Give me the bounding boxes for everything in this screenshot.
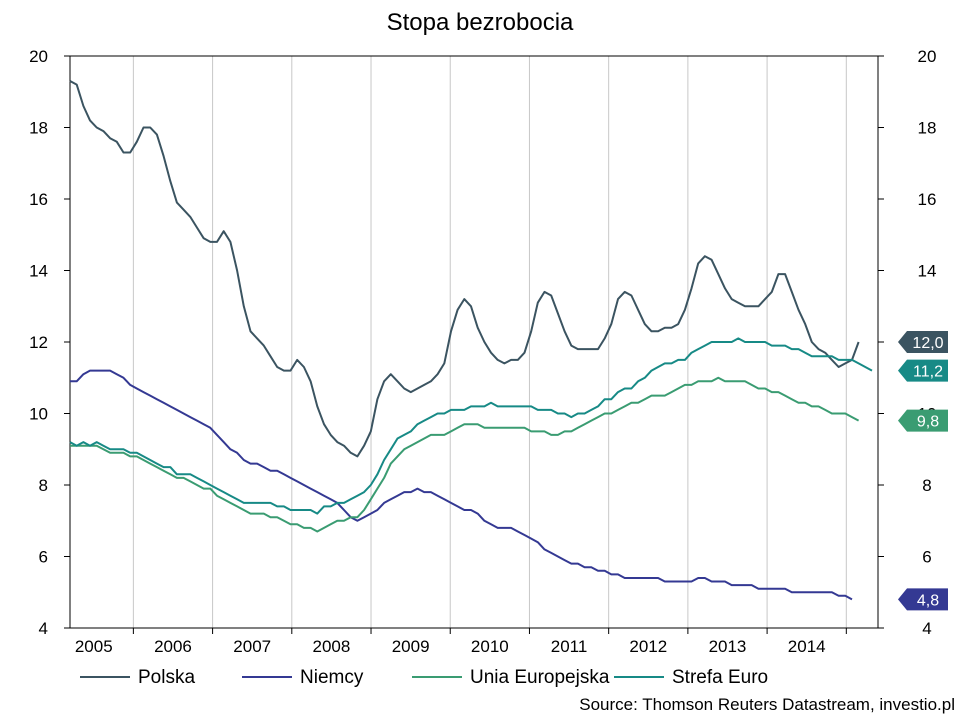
end-value-tag (898, 359, 948, 382)
y-tick-label-left: 10 (29, 405, 48, 424)
source-note: Source: Thomson Reuters Datastream, inve… (579, 695, 955, 714)
vertical-gridlines (132, 56, 847, 628)
series-line-3 (69, 337, 873, 515)
x-tick-label: 2012 (629, 637, 667, 656)
y-tick-label-left: 4 (39, 619, 48, 638)
end-value-tag (898, 331, 948, 353)
x-axis: 2005 2006 2007 2008 2009 2010 2011 2012 2013 2014 (75, 628, 847, 656)
end-value-label: 9,8 (917, 414, 939, 431)
y-tick-label-right: 16 (918, 190, 937, 209)
chart-title: Stopa bezrobocia (387, 9, 574, 36)
x-tick-label: 2007 (233, 637, 271, 656)
legend-label: Strefa Euro (672, 667, 768, 688)
y-tick-label-right: 18 (918, 119, 937, 138)
end-value-tags: 12,0 4,8 9,8 11,2 (898, 331, 948, 611)
series-line-0 (69, 80, 860, 458)
y-tick-label-left: 8 (39, 476, 48, 495)
end-value-label: 12,0 (912, 335, 943, 352)
x-tick-label: 2005 (75, 637, 113, 656)
x-tick-label: 2009 (392, 637, 430, 656)
y-tick-label-left: 18 (29, 119, 48, 138)
end-value-tag (898, 409, 948, 432)
y-tick-label-right: 20 (918, 47, 937, 66)
end-value-tag (898, 588, 948, 611)
y-tick-label-right: 8 (922, 476, 931, 495)
x-tick-label: 2008 (312, 637, 350, 656)
legend-label: Unia Europejska (470, 667, 610, 688)
x-tick-label: 2011 (551, 637, 588, 656)
y-tick-label-right: 4 (922, 619, 931, 638)
y-tick-label-left: 16 (29, 190, 48, 209)
legend: Polska Niemcy Unia Europejska Strefa Euro (80, 667, 768, 688)
y-tick-label-left: 20 (29, 47, 48, 66)
series-lines (69, 80, 873, 601)
end-value-label: 11,2 (913, 364, 943, 381)
y-tick-label-left: 6 (39, 548, 48, 567)
legend-label: Niemcy (300, 667, 364, 688)
x-tick-label: 2010 (471, 637, 509, 656)
y-tick-label-right: 6 (922, 548, 931, 567)
x-tick-label: 2013 (709, 637, 747, 656)
series-line-2 (70, 376, 860, 533)
x-tick-label: 2014 (788, 637, 826, 656)
end-value-label: 4,8 (917, 592, 939, 609)
legend-label: Polska (138, 667, 195, 688)
y-axis-left: 4 6 8 10 12 14 16 18 20 (29, 47, 70, 638)
y-tick-label-left: 14 (29, 262, 48, 281)
y-tick-label-right: 14 (918, 262, 937, 281)
x-tick-label: 2006 (154, 637, 192, 656)
y-tick-label-left: 12 (29, 333, 48, 352)
series-line-1 (70, 369, 853, 601)
